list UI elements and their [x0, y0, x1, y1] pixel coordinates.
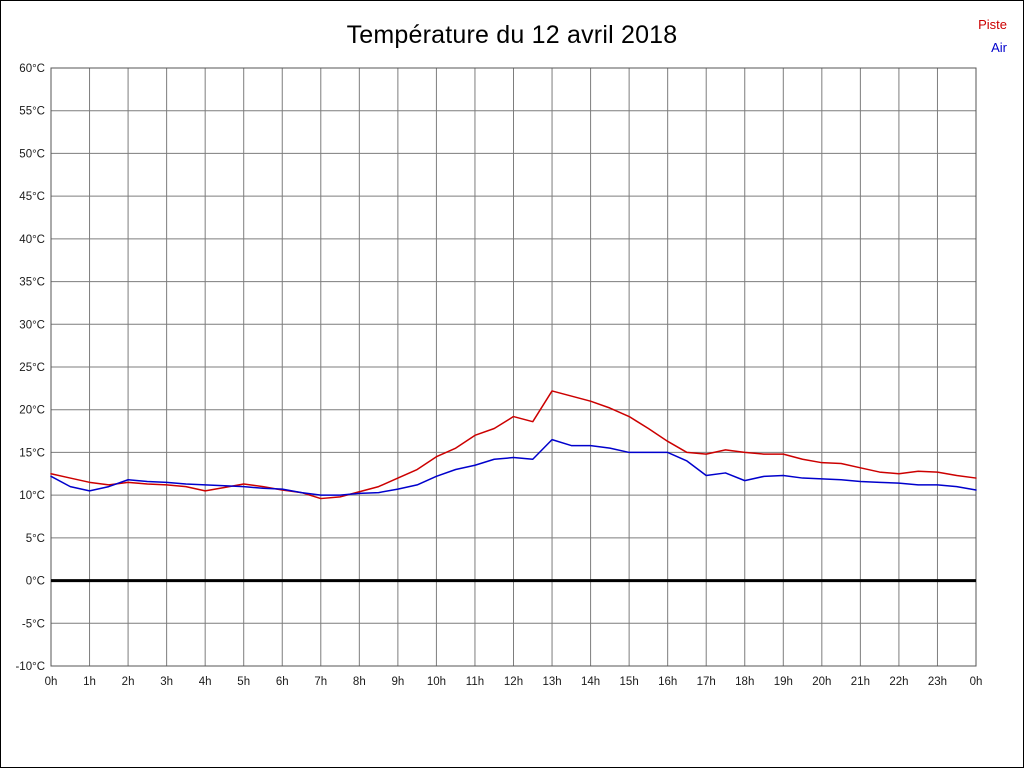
x-tick-label: 8h — [353, 676, 366, 688]
x-tick-label: 22h — [889, 676, 908, 688]
legend-item-air: Air — [991, 40, 1007, 55]
piste-line — [50, 390, 977, 500]
x-tick-label: 15h — [620, 676, 639, 688]
legend-item-piste: Piste — [978, 17, 1007, 32]
y-tick-label: 15°C — [19, 447, 45, 459]
x-tick-label: 6h — [276, 676, 289, 688]
x-tick-label: 19h — [774, 676, 793, 688]
x-tick-label: 10h — [427, 676, 446, 688]
x-tick-label: 3h — [160, 676, 173, 688]
x-tick-label: 13h — [542, 676, 561, 688]
y-tick-label: 30°C — [19, 319, 45, 331]
x-tick-label: 9h — [391, 676, 404, 688]
x-tick-label: 17h — [697, 676, 716, 688]
x-tick-label: 16h — [658, 676, 677, 688]
y-tick-label: 50°C — [19, 148, 45, 160]
y-tick-label: 45°C — [19, 191, 45, 203]
chart-legend: Piste Air — [978, 13, 1007, 59]
x-tick-label: 0h — [45, 676, 58, 688]
y-tick-label: 60°C — [19, 63, 45, 75]
y-tick-label: -10°C — [15, 661, 45, 673]
x-tick-label: 4h — [199, 676, 212, 688]
y-tick-label: 20°C — [19, 405, 45, 417]
x-tick-label: 18h — [735, 676, 754, 688]
x-tick-label: 1h — [83, 676, 96, 688]
y-tick-label: 35°C — [19, 277, 45, 289]
y-tick-label: 10°C — [19, 490, 45, 502]
y-tick-label: 5°C — [26, 533, 45, 545]
y-tick-label: -5°C — [22, 618, 45, 630]
y-tick-label: 0°C — [26, 576, 45, 588]
y-tick-label: 40°C — [19, 234, 45, 246]
x-tick-label: 14h — [581, 676, 600, 688]
chart-title: Température du 12 avril 2018 — [346, 21, 678, 49]
x-tick-label: 12h — [504, 676, 523, 688]
x-tick-label: 7h — [314, 676, 327, 688]
air-line — [50, 438, 977, 496]
x-tick-label: 21h — [851, 676, 870, 688]
y-tick-label: 25°C — [19, 362, 45, 374]
x-tick-label: 11h — [466, 676, 484, 688]
x-tick-label: 5h — [237, 676, 250, 688]
x-tick-label: 2h — [122, 676, 135, 688]
y-tick-label: 55°C — [19, 106, 45, 118]
x-tick-label: 23h — [928, 676, 947, 688]
x-tick-label: 0h — [970, 676, 983, 688]
x-tick-label: 20h — [812, 676, 831, 688]
